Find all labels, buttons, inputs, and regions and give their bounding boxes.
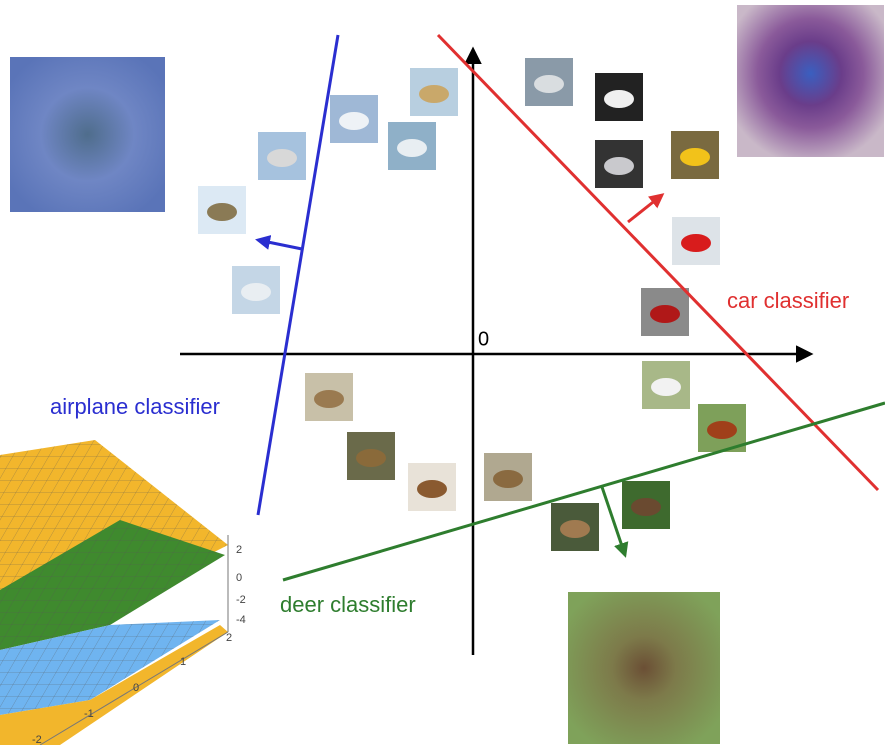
thumbnail-subject: [417, 480, 447, 498]
thumbnail-subject: [267, 149, 297, 167]
thumbnail-subject: [314, 390, 344, 408]
airplane-normal: [255, 235, 303, 251]
thumbnail-subject: [241, 283, 271, 301]
thumbnail-subject: [207, 203, 237, 221]
thumbnail-subject: [651, 378, 681, 396]
y-tick-label: -2: [32, 734, 42, 745]
y-tick-label: 1: [180, 656, 186, 668]
deer-boundary: [282, 401, 885, 582]
thumbnail-subject: [604, 157, 634, 175]
thumbnail-subject: [650, 305, 680, 323]
thumbnail-subject: [560, 520, 590, 538]
y-tick-label: -1: [84, 708, 94, 720]
plane-grid: [0, 520, 225, 650]
thumbnails: [198, 58, 746, 551]
car-template: [737, 5, 884, 157]
deer-normal: [600, 486, 629, 558]
deer-template: [568, 592, 720, 744]
thumbnail-subject: [419, 85, 449, 103]
thumbnail-subject: [681, 234, 711, 252]
car-normal: [627, 193, 665, 224]
z-tick-label: -2: [236, 594, 246, 606]
plane-orange-lower: [0, 625, 228, 745]
thumbnail-subject: [707, 421, 737, 439]
plot-3d: 2 0 -2 -4 2 1 0 -1 -2: [0, 440, 246, 745]
z-tick-label: 0: [236, 572, 242, 584]
origin-label: 0: [478, 328, 489, 350]
thumbnail-subject: [631, 498, 661, 516]
thumbnail-subject: [356, 449, 386, 467]
deer-label: deer classifier: [280, 592, 416, 617]
thumbnail-subject: [680, 148, 710, 166]
y-tick-label: 2: [226, 632, 232, 644]
thumbnail-subject: [493, 470, 523, 488]
plot-box-edge: [39, 631, 229, 745]
plane-grid: [0, 620, 220, 715]
z-tick-label: -4: [236, 614, 246, 626]
airplane-label: airplane classifier: [50, 394, 220, 419]
thumbnail-subject: [339, 112, 369, 130]
airplane-template: [10, 57, 165, 212]
car-boundary: [436, 33, 880, 492]
airplane-boundary: [256, 34, 340, 516]
thumbnail-subject: [534, 75, 564, 93]
thumbnail-subject: [604, 90, 634, 108]
y-tick-label: 0: [133, 682, 139, 694]
thumbnail-subject: [397, 139, 427, 157]
car-label: car classifier: [727, 288, 849, 313]
z-tick-label: 2: [236, 544, 242, 556]
